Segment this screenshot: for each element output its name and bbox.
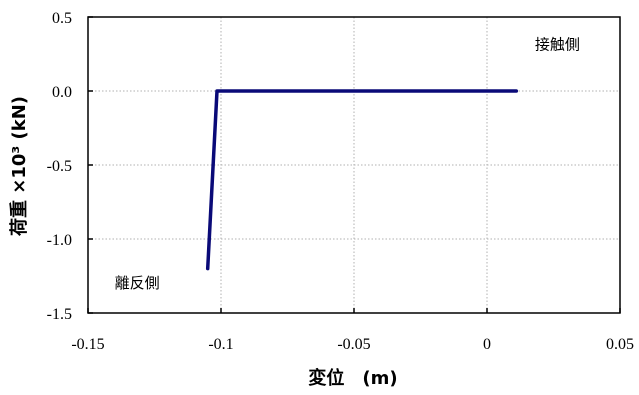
y-tick-label: -0.5 [47, 158, 72, 175]
y-axis-ticks: 0.5 0.0 -0.5 -1.0 -1.5 [47, 10, 93, 323]
y-axis-label: 荷重 ×10³ (kN) [8, 96, 30, 236]
y-tick-label: -1.0 [47, 232, 72, 249]
y-tick-label: 0.0 [52, 84, 72, 101]
x-tick-label: 0.05 [606, 336, 634, 353]
x-axis-label: 変位 (m) [308, 367, 397, 389]
x-axis-ticks: -0.15 -0.1 -0.05 0 0.05 [71, 308, 634, 353]
y-tick-label: 0.5 [52, 10, 72, 27]
annotation-label: 離反側 [115, 274, 160, 292]
x-tick-label: -0.1 [208, 336, 233, 353]
series-group [205, 89, 519, 271]
y-tick-label: -1.5 [47, 306, 72, 323]
x-tick-label: 0 [483, 336, 491, 353]
series-line-1 [205, 89, 519, 271]
annotation-label: 接触側 [535, 36, 580, 54]
x-tick-label: -0.05 [337, 336, 370, 353]
gridlines [88, 17, 620, 313]
x-tick-label: -0.15 [71, 336, 104, 353]
